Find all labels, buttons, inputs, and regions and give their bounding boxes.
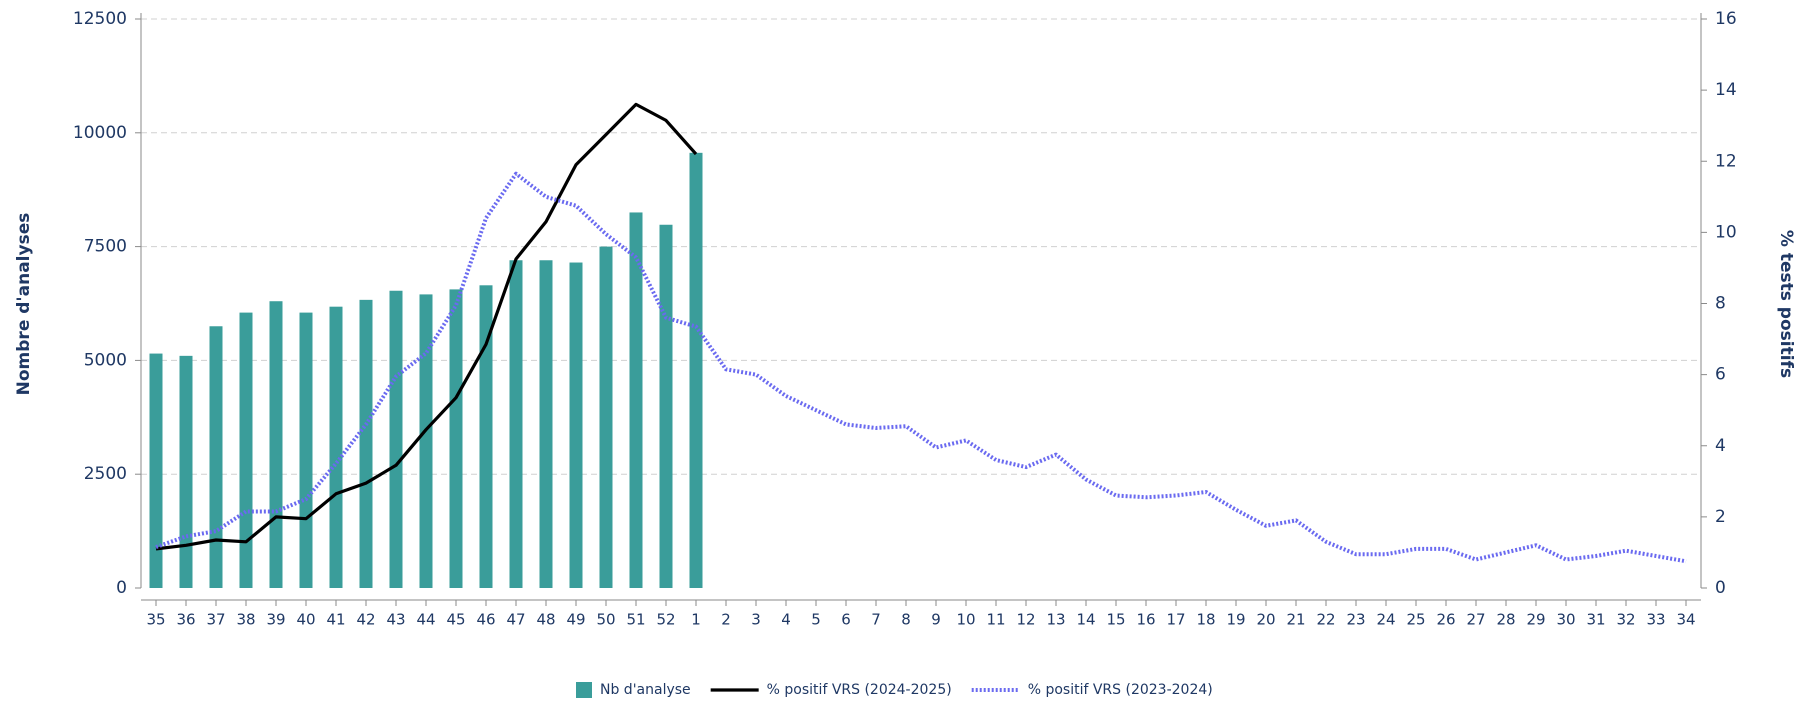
bar <box>629 212 643 588</box>
bar <box>269 301 283 588</box>
x-tick-label: 34 <box>1676 611 1695 629</box>
y-tick-label: 5000 <box>84 350 127 370</box>
bar <box>419 294 433 588</box>
bar <box>389 290 403 588</box>
x-tick-label: 38 <box>236 611 255 629</box>
x-tick-label: 20 <box>1256 611 1275 629</box>
x-tick-label: 12 <box>1016 611 1035 629</box>
line-series <box>155 171 1687 564</box>
bar <box>299 312 313 588</box>
x-tick-label: 11 <box>986 611 1005 629</box>
bar <box>239 312 253 588</box>
x-tick-label: 5 <box>811 611 821 629</box>
x-tick-label: 13 <box>1046 611 1065 629</box>
x-tick-label: 36 <box>176 611 195 629</box>
y-tick-label: 2500 <box>84 464 127 484</box>
bar <box>449 289 463 588</box>
x-tick-label: 42 <box>356 611 375 629</box>
x-tick-label: 29 <box>1526 611 1545 629</box>
x-tick-label: 35 <box>146 611 165 629</box>
x-tick-label: 49 <box>566 611 585 629</box>
y-tick-label: 10000 <box>73 123 127 143</box>
x-tick-label: 16 <box>1136 611 1155 629</box>
bar <box>149 353 163 588</box>
x-tick-label: 48 <box>536 611 555 629</box>
x-tick-label: 18 <box>1196 611 1215 629</box>
x-tick-label: 14 <box>1076 611 1095 629</box>
x-tick-label: 7 <box>871 611 881 629</box>
x-tick-label: 28 <box>1496 611 1515 629</box>
x-tick-label: 23 <box>1346 611 1365 629</box>
x-tick-label: 2 <box>721 611 731 629</box>
x-tick-label: 45 <box>446 611 465 629</box>
bar <box>599 246 613 588</box>
x-tick-label: 8 <box>901 611 911 629</box>
bar <box>569 262 583 588</box>
line-series <box>155 102 698 551</box>
bar <box>509 260 523 588</box>
y2-tick-label: 4 <box>1715 436 1726 456</box>
y-tick-label: 0 <box>116 578 127 598</box>
bar <box>179 355 193 588</box>
x-tick-label: 21 <box>1286 611 1305 629</box>
legend-swatch <box>576 682 592 698</box>
x-tick-label: 17 <box>1166 611 1185 629</box>
y2-tick-label: 12 <box>1715 151 1737 171</box>
x-tick-label: 9 <box>931 611 941 629</box>
x-tick-label: 27 <box>1466 611 1485 629</box>
x-tick-label: 26 <box>1436 611 1455 629</box>
x-tick-label: 44 <box>416 611 435 629</box>
bar <box>209 326 223 588</box>
bar <box>539 260 553 588</box>
x-tick-label: 1 <box>691 611 701 629</box>
y2-tick-label: 2 <box>1715 507 1726 527</box>
x-tick-label: 51 <box>626 611 645 629</box>
x-tick-label: 50 <box>596 611 615 629</box>
x-tick-label: 31 <box>1586 611 1605 629</box>
y2-tick-label: 6 <box>1715 365 1726 385</box>
y2-axis-title: % tests positifs <box>1776 230 1796 378</box>
bar <box>659 224 673 588</box>
y2-tick-label: 10 <box>1715 222 1737 242</box>
x-tick-label: 3 <box>751 611 761 629</box>
y-tick-label: 7500 <box>84 237 127 257</box>
x-tick-label: 24 <box>1376 611 1395 629</box>
y2-tick-label: 0 <box>1715 578 1726 598</box>
x-tick-label: 39 <box>266 611 285 629</box>
x-tick-label: 46 <box>476 611 495 629</box>
legend-label: Nb d'analyse <box>600 682 691 698</box>
x-tick-label: 19 <box>1226 611 1245 629</box>
y2-tick-label: 14 <box>1715 80 1737 100</box>
x-tick-label: 15 <box>1106 611 1125 629</box>
x-tick-label: 30 <box>1556 611 1575 629</box>
x-tick-label: 22 <box>1316 611 1335 629</box>
x-tick-label: 6 <box>841 611 851 629</box>
x-tick-label: 4 <box>781 611 791 629</box>
legend-label: % positif VRS (2023-2024) <box>1028 682 1213 698</box>
bar <box>359 299 373 588</box>
x-tick-label: 47 <box>506 611 525 629</box>
x-tick-label: 41 <box>326 611 345 629</box>
bar <box>689 152 703 588</box>
x-tick-label: 33 <box>1646 611 1665 629</box>
x-tick-label: 32 <box>1616 611 1635 629</box>
x-tick-label: 37 <box>206 611 225 629</box>
x-tick-label: 43 <box>386 611 405 629</box>
bar <box>479 285 493 588</box>
y2-tick-label: 8 <box>1715 294 1726 314</box>
y-axis-title: Nombre d'analyses <box>14 213 34 396</box>
x-tick-label: 40 <box>296 611 315 629</box>
x-tick-label: 25 <box>1406 611 1425 629</box>
x-tick-label: 10 <box>956 611 975 629</box>
legend-label: % positif VRS (2024-2025) <box>767 682 952 698</box>
x-tick-label: 52 <box>656 611 675 629</box>
y2-tick-label: 16 <box>1715 9 1737 29</box>
bar <box>329 306 343 588</box>
y-tick-label: 12500 <box>73 9 127 29</box>
